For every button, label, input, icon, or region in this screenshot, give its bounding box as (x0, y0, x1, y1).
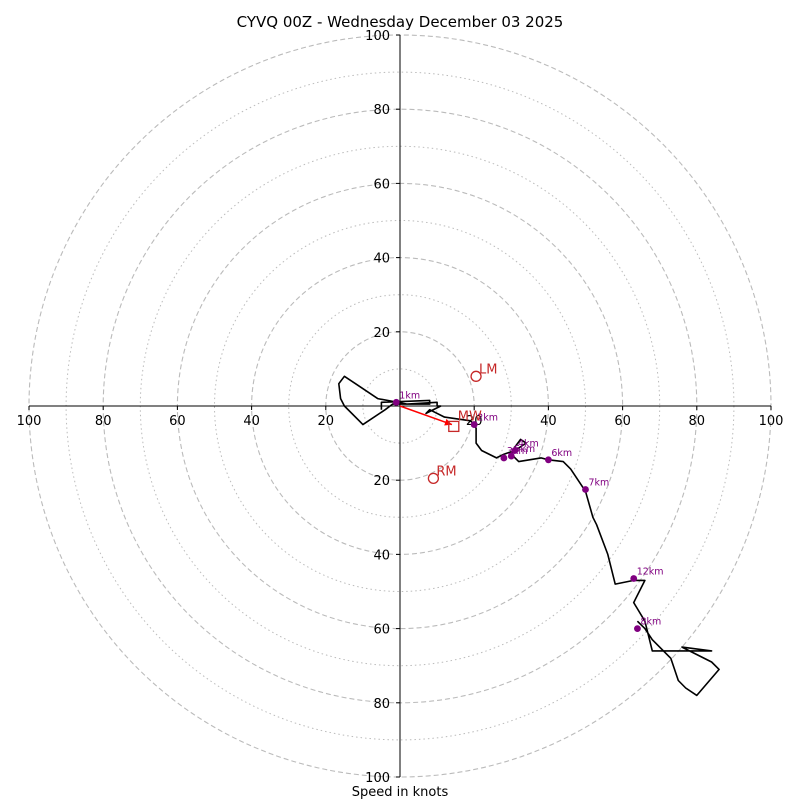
height-marker-label: 6km (551, 448, 572, 459)
x-tick-label: 40 (243, 414, 260, 429)
height-marker-5km (507, 452, 515, 460)
x-tick-label: 100 (759, 414, 784, 429)
height-marker-label: 5km (514, 444, 535, 455)
x-tick-label: 40 (540, 414, 557, 429)
x-tick-label: 60 (614, 414, 631, 429)
height-marker-6km (545, 456, 552, 464)
x-tick-label: 20 (318, 414, 335, 429)
height-marker-label: 4km (518, 439, 539, 450)
height-marker-12km (630, 575, 638, 582)
height-marker-4km (511, 447, 519, 454)
height-marker-1km (392, 398, 400, 406)
shear-vector-arrowhead (444, 418, 452, 426)
height-marker-label: 7km (589, 477, 610, 488)
y-tick-label: 80 (373, 697, 390, 712)
y-tick-label: 60 (373, 623, 390, 638)
height-marker-label: 8km (640, 617, 661, 628)
height-marker-7km (582, 486, 589, 493)
tick-labels: 1008060402020406080100100806040202040608… (17, 29, 784, 786)
height-marker-label: 12km (637, 567, 664, 578)
height-marker-label: 2km (477, 413, 498, 424)
mean-wind-label: MW (458, 409, 482, 424)
y-tick-label: 20 (373, 326, 390, 341)
y-tick-label: 40 (373, 548, 390, 563)
height-markers: 1km2km3km4km5km6km7km12km8km (392, 390, 664, 632)
rm-motion-marker (427, 472, 440, 484)
x-tick-label: 100 (17, 414, 42, 429)
height-marker-3km (500, 454, 508, 462)
lm-motion-label: LM (479, 362, 497, 377)
lm-motion-marker (470, 370, 482, 382)
rm-motion-label: RM (436, 464, 456, 479)
hodograph-series (337, 375, 720, 697)
hodograph-line (337, 375, 720, 697)
height-marker-2km (470, 421, 478, 428)
storm-motion-markers: LM RM MW (427, 362, 498, 484)
height-marker-8km (634, 625, 641, 632)
shear-vector (399, 405, 453, 426)
y-tick-label: 60 (373, 177, 390, 192)
x-axis-label: Speed in knots (352, 785, 449, 800)
chart-title: CYVQ 00Z - Wednesday December 03 2025 (237, 13, 564, 31)
x-tick-label: 60 (169, 414, 186, 429)
y-tick-label: 100 (365, 771, 390, 786)
mean-wind-marker (448, 420, 460, 433)
y-tick-label: 20 (373, 474, 390, 489)
x-tick-label: 80 (689, 414, 706, 429)
y-tick-label: 40 (373, 252, 390, 267)
y-tick-label: 100 (365, 29, 390, 44)
x-tick-label: 80 (95, 414, 112, 429)
height-marker-label: 1km (399, 390, 420, 401)
y-tick-label: 80 (373, 103, 390, 118)
